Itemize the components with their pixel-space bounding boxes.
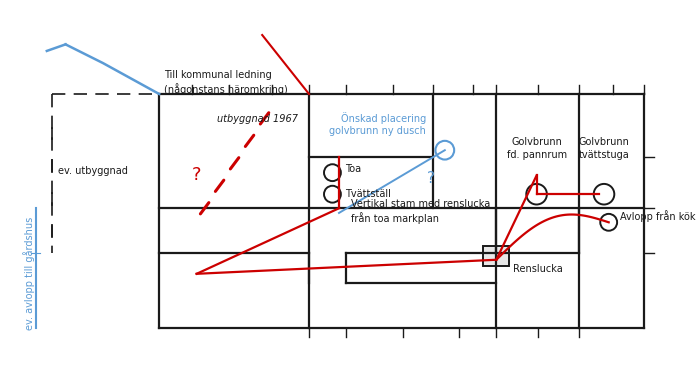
Text: Till kommunal ledning
(någonstans häromkring): Till kommunal ledning (någonstans häromk…: [164, 70, 288, 95]
Text: Önskad placering
golvbrunn ny dusch: Önskad placering golvbrunn ny dusch: [329, 112, 426, 136]
Text: Golvbrunn
tvättstuga: Golvbrunn tvättstuga: [579, 137, 629, 160]
Text: ?: ?: [192, 166, 202, 184]
Text: Avlopp från kök: Avlopp från kök: [620, 210, 695, 222]
Text: ?: ?: [427, 171, 435, 186]
Text: ev. utbyggnad: ev. utbyggnad: [58, 166, 128, 176]
Text: Tvättställ: Tvättställ: [344, 189, 391, 199]
Text: Vertikal stam med renslucka
från toa markplan: Vertikal stam med renslucka från toa mar…: [351, 199, 491, 224]
Text: Renslucka: Renslucka: [513, 264, 563, 274]
Bar: [483, 246, 510, 266]
Text: utbyggnad 1967: utbyggnad 1967: [217, 114, 298, 124]
Text: ev. avlopp till gårdshus: ev. avlopp till gårdshus: [23, 217, 35, 330]
Text: Toa: Toa: [344, 164, 360, 174]
Text: Golvbrunn
fd. pannrum: Golvbrunn fd. pannrum: [507, 137, 566, 160]
